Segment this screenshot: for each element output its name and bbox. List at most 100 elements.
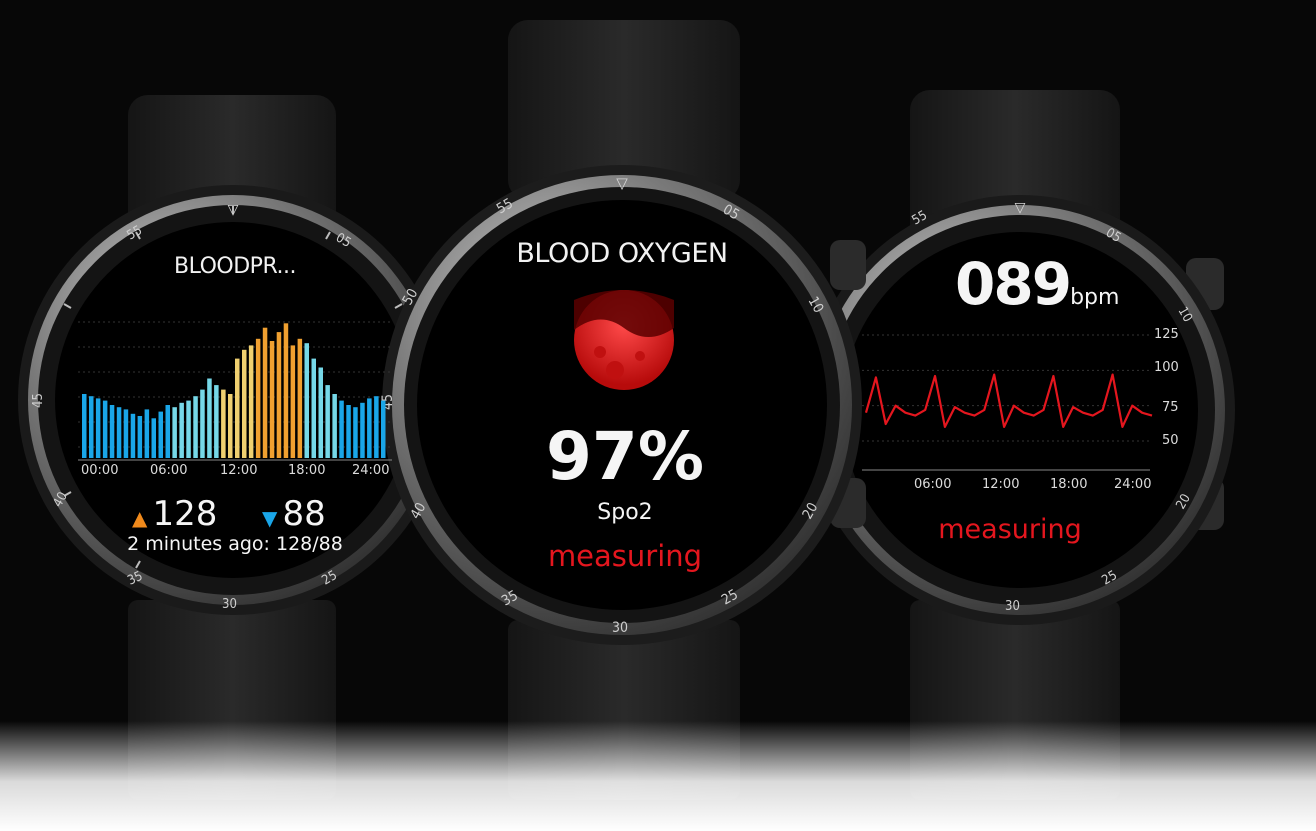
svg-text:30: 30 [612, 620, 628, 636]
heart-rate-reading: 089bpm [955, 250, 1135, 318]
bp-bar [102, 400, 108, 458]
bp-bar [109, 405, 115, 458]
bp-bar [137, 416, 143, 458]
bp-bar [255, 338, 261, 458]
diastolic-value: 88 [282, 494, 326, 534]
bp-bar [283, 323, 289, 458]
systolic-reading: ▲ 128 [132, 494, 232, 534]
bp-time-label: 12:00 [220, 463, 258, 478]
spo2-value: 97% [546, 418, 704, 495]
bp-bar [95, 398, 101, 458]
hr-y-label: 100 [1154, 360, 1179, 375]
svg-text:25: 25 [1100, 568, 1120, 588]
hr-time-label: 24:00 [1114, 477, 1152, 492]
triangle-down-icon: ▼ [262, 506, 278, 530]
hr-y-label: 75 [1162, 400, 1179, 415]
bp-history: 2 minutes ago: 128/88 [127, 533, 343, 555]
bp-bar [360, 402, 365, 458]
svg-text:50: 50 [400, 286, 422, 308]
bp-bar [151, 418, 156, 458]
diastolic-reading: ▼ 88 [262, 494, 362, 534]
svg-text:40: 40 [408, 500, 430, 522]
bp-bar [290, 345, 296, 458]
svg-text:20: 20 [1173, 492, 1193, 512]
hr-time-label: 18:00 [1050, 477, 1088, 492]
bp-bar [325, 385, 330, 458]
bp-bar [381, 400, 386, 458]
bpm-unit: bpm [1070, 285, 1120, 310]
bp-bar [242, 349, 247, 458]
svg-text:25: 25 [719, 587, 741, 609]
svg-text:40: 40 [50, 490, 70, 510]
svg-text:55: 55 [494, 196, 516, 218]
svg-text:35: 35 [499, 588, 521, 610]
bp-bar [179, 402, 184, 458]
heart-rate-chart [862, 334, 1153, 471]
bp-bar [200, 389, 205, 458]
bp-bar [193, 396, 198, 458]
bp-bar [353, 407, 358, 458]
bp-bar [262, 327, 268, 458]
svg-text:35: 35 [125, 569, 145, 589]
bp-bar [89, 396, 94, 458]
spo2-status: measuring [547, 539, 703, 573]
bpm-value: 089 [955, 250, 1072, 318]
bp-bar [304, 343, 309, 458]
bp-time-label: 18:00 [288, 463, 326, 478]
svg-text:55: 55 [910, 208, 930, 228]
blood-oxygen-icon [574, 290, 674, 390]
bp-bar [116, 407, 122, 458]
bp-bar [165, 405, 170, 458]
svg-text:30: 30 [1005, 599, 1020, 614]
blood-pressure-chart [78, 321, 392, 461]
bottom-fade [0, 721, 1316, 831]
bp-bar [82, 394, 87, 458]
bp-bar [235, 358, 240, 458]
bp-bar [339, 400, 344, 458]
svg-text:05: 05 [720, 202, 742, 224]
svg-text:▽: ▽ [616, 174, 628, 192]
watch-center-case: ▽ 55 05 10 50 45 40 35 30 25 20 [380, 165, 866, 645]
bp-bar [123, 409, 129, 458]
spo2-label: Spo2 [597, 500, 653, 525]
bp-bar [318, 367, 323, 458]
svg-text:10: 10 [805, 294, 827, 316]
bp-bar [186, 400, 191, 458]
hr-time-label: 06:00 [914, 477, 952, 492]
svg-text:30: 30 [222, 597, 237, 612]
bp-bar [207, 378, 212, 458]
bp-bar [228, 394, 233, 458]
svg-text:10: 10 [1175, 305, 1195, 325]
hr-y-label: 50 [1162, 433, 1179, 448]
svg-text:20: 20 [800, 500, 822, 522]
bp-bar [276, 332, 282, 458]
bp-title: BLOODPR... [174, 254, 296, 279]
bp-bar [130, 413, 136, 458]
bp-bar [221, 389, 226, 458]
bp-bar [172, 407, 177, 458]
spo2-title: BLOOD OXYGEN [516, 238, 728, 269]
hr-time-label: 12:00 [982, 477, 1020, 492]
svg-text:25: 25 [320, 568, 340, 588]
hr-line [864, 373, 1153, 428]
bp-bar [158, 411, 163, 458]
bp-bar [346, 405, 351, 458]
bp-bar [374, 396, 379, 458]
hr-y-label: 125 [1154, 327, 1179, 342]
hr-status: measuring [938, 514, 1082, 545]
bp-bar [144, 409, 150, 458]
watch-left-case: ▽ 05 55 45 40 35 30 25 [18, 185, 448, 615]
svg-text:55: 55 [125, 223, 145, 243]
bp-bar [332, 394, 337, 458]
bp-bar [311, 358, 316, 458]
bp-bar [297, 338, 303, 458]
svg-text:45: 45 [31, 393, 46, 408]
bp-bar [367, 398, 372, 458]
svg-text:▽: ▽ [228, 202, 239, 218]
svg-text:▽: ▽ [1015, 200, 1026, 216]
bp-time-label: 00:00 [81, 463, 119, 478]
bp-bar [269, 341, 275, 458]
svg-text:05: 05 [333, 230, 353, 250]
bp-bar [214, 385, 219, 458]
